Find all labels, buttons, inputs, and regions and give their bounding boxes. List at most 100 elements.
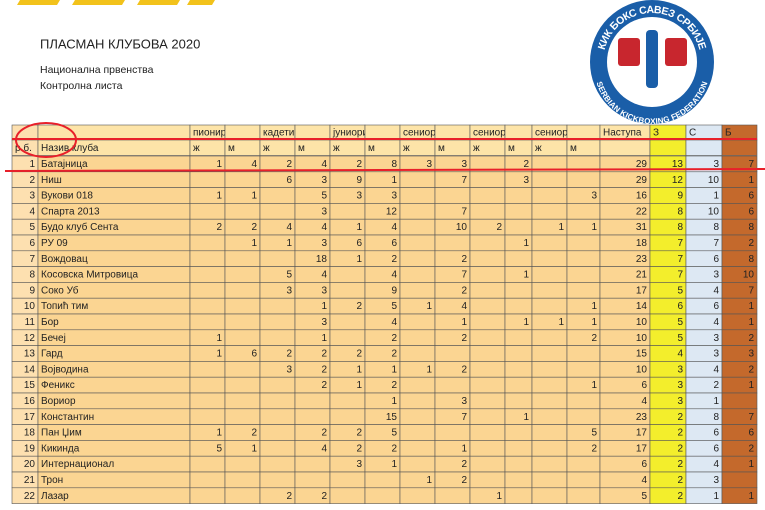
table-cell (469, 313, 506, 331)
cell-value: 1 (748, 301, 754, 312)
cell-value: 23 (636, 254, 648, 265)
table-cell (531, 392, 568, 410)
cell-value: 1 (523, 238, 529, 249)
table-cell (566, 203, 601, 220)
table-cell (399, 171, 436, 188)
cell-value: 2 (461, 475, 467, 486)
table-cell (399, 376, 436, 394)
cell-value: 6 (677, 301, 683, 312)
header-label: З (653, 128, 659, 139)
table-cell (224, 297, 261, 315)
table-cell (399, 218, 436, 236)
cell-value: 6 (713, 254, 719, 265)
table-cell (504, 124, 533, 141)
table-cell (531, 376, 568, 394)
cell-value: 1 (748, 459, 754, 470)
table-cell (259, 329, 296, 346)
cell-value: 4 (713, 364, 719, 375)
header-label: С (689, 128, 696, 139)
table-cell (224, 455, 261, 473)
cell-value: 2 (391, 349, 397, 360)
table-cell (469, 266, 506, 283)
club-name: Кикинда (41, 443, 80, 454)
cell-value: 9 (391, 285, 397, 296)
table-cell (399, 203, 436, 220)
table-cell (721, 471, 758, 489)
cell-value: 5 (286, 270, 292, 281)
cell-value: 7 (748, 159, 754, 170)
cell-value: 15 (386, 412, 398, 423)
header-label: ж (473, 143, 480, 154)
cell-value: 13 (672, 159, 684, 170)
cell-value: 8 (748, 222, 754, 233)
cell-value: 3 (748, 349, 754, 360)
table-cell (189, 408, 226, 425)
cell-value: 3 (391, 191, 397, 202)
table-cell (399, 408, 436, 425)
table-cell (566, 471, 601, 489)
club-name: Интернационал (41, 459, 114, 470)
cell-value: 7 (461, 270, 467, 281)
table-cell (721, 392, 758, 410)
cell-value: 6 (641, 380, 647, 391)
table-cell (434, 487, 471, 504)
cell-value: 16 (24, 396, 36, 407)
cell-value: 4 (677, 349, 683, 360)
cell-value: 2 (461, 254, 467, 265)
cell-value: 1 (216, 191, 222, 202)
cell-value: 8 (677, 206, 683, 217)
header-label: ж (535, 143, 542, 154)
club-name: Ниш (41, 175, 62, 186)
club-name: Гард (41, 349, 63, 360)
table-cell (259, 424, 296, 441)
cell-value: 8 (713, 222, 719, 233)
cell-value: 1 (321, 301, 327, 312)
cell-value: 2 (677, 428, 683, 439)
table-cell (224, 250, 261, 267)
club-name: Војводина (41, 364, 89, 375)
cell-value: 4 (321, 159, 327, 170)
cell-value: 4 (713, 285, 719, 296)
club-name: Трон (41, 475, 63, 486)
table-cell (294, 124, 331, 141)
cell-value: 3 (677, 396, 683, 407)
cell-value: 2 (391, 333, 397, 344)
table-cell (224, 361, 261, 378)
cell-value: 1 (748, 380, 754, 391)
cell-value: 1 (591, 380, 597, 391)
title: ПЛАСМАН КЛУБОВА 2020 (40, 36, 200, 51)
cell-value: 10 (708, 206, 720, 217)
cell-value: 18 (24, 428, 36, 439)
table-cell (469, 297, 506, 315)
cell-value: 2 (251, 222, 257, 233)
table-cell (649, 139, 687, 156)
cell-value: 1 (426, 301, 432, 312)
table-cell (469, 171, 506, 188)
cell-value: 3 (321, 317, 327, 328)
cell-value: 1 (321, 333, 327, 344)
club-name: Косовска Митровица (41, 270, 138, 281)
cell-value: 2 (286, 349, 292, 360)
table-cell (531, 250, 568, 267)
cell-value: 1 (748, 491, 754, 502)
cell-value: 2 (356, 443, 362, 454)
cell-value: 3 (286, 285, 292, 296)
header-label: м (508, 143, 515, 154)
cell-value: 3 (677, 380, 683, 391)
cell-value: 1 (591, 222, 597, 233)
red-annotation (4, 122, 765, 172)
table-cell (566, 361, 601, 378)
table-cell (224, 408, 261, 425)
cell-value: 2 (748, 364, 754, 375)
cell-value: 2 (591, 333, 597, 344)
table-cell (566, 171, 601, 188)
cell-value: 1 (356, 254, 362, 265)
cell-value: 7 (677, 238, 683, 249)
table-cell (566, 455, 601, 473)
header-label: сениори (535, 128, 573, 139)
table-cell (399, 282, 436, 299)
cell-value: 1 (496, 491, 502, 502)
table-cell (434, 376, 471, 394)
subtitle: Национална првенства (40, 64, 154, 76)
cell-value: 1 (558, 317, 564, 328)
